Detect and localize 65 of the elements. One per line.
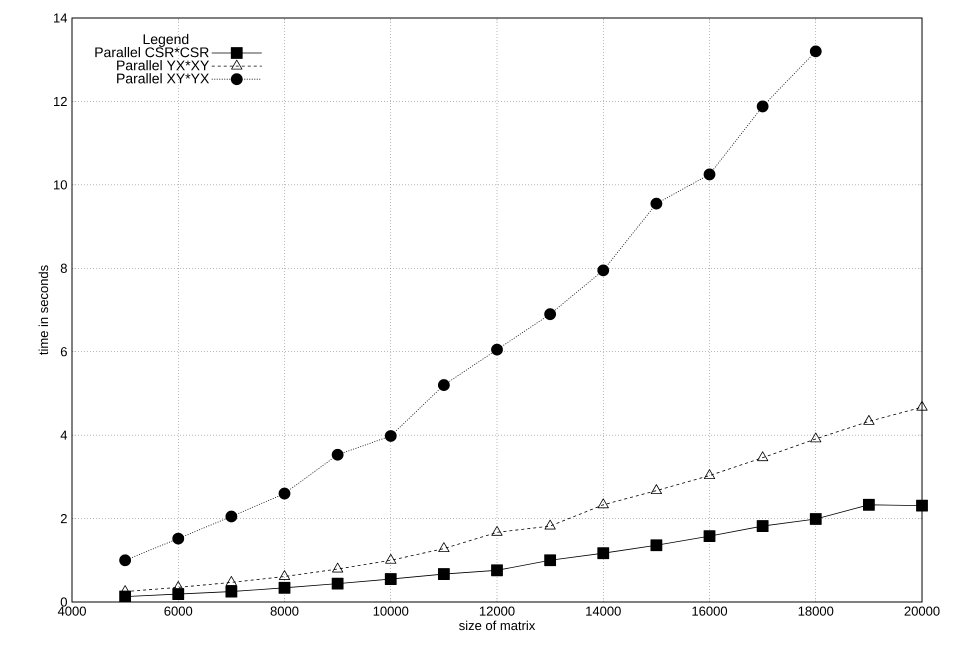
y-tick-label: 10 — [54, 180, 67, 190]
point — [332, 562, 344, 572]
point — [438, 542, 450, 552]
point — [756, 520, 769, 532]
point — [491, 526, 503, 536]
point — [810, 513, 822, 525]
x-tick-label: 12000 — [480, 606, 515, 616]
point — [756, 100, 769, 112]
point — [385, 554, 396, 564]
point — [863, 414, 874, 425]
point — [916, 500, 928, 512]
point — [332, 578, 344, 590]
x-tick-label: 4000 — [58, 606, 86, 616]
point — [226, 576, 237, 586]
point — [544, 554, 556, 566]
point — [225, 510, 238, 522]
point — [650, 198, 662, 210]
x-tick-label: 14000 — [586, 606, 621, 616]
point — [119, 554, 132, 566]
y-axis-title: time in seconds — [38, 265, 48, 355]
point — [704, 530, 716, 542]
point — [544, 520, 556, 530]
y-tick-label: 14 — [54, 14, 68, 22]
x-tick-label: 20000 — [904, 606, 940, 616]
point — [172, 532, 184, 544]
legend-label: Parallel YX*XY — [117, 60, 210, 70]
point — [810, 432, 822, 442]
point — [597, 547, 610, 560]
point — [598, 498, 609, 508]
x-tick-label: 16000 — [692, 606, 728, 616]
point — [597, 264, 610, 276]
y-tick-label: 6 — [60, 347, 67, 356]
point — [278, 582, 290, 594]
point — [225, 586, 238, 598]
y-tick-label: 8 — [60, 264, 67, 273]
point — [704, 469, 716, 480]
legend-title: Legend — [144, 34, 188, 47]
x-tick-label: 8000 — [270, 606, 298, 616]
y-tick-label: 12 — [54, 96, 67, 106]
legend-label: Parallel CSR*CSR — [95, 46, 209, 58]
point — [384, 573, 397, 585]
point — [384, 430, 397, 442]
legend-label: Parallel XY*YX — [117, 73, 210, 84]
x-tick-label: 18000 — [798, 606, 834, 616]
x-tick-label: 6000 — [164, 606, 192, 616]
y-tick-label: 2 — [60, 514, 67, 524]
point — [650, 539, 662, 552]
y-tick-label: 4 — [60, 430, 68, 440]
x-axis-title: size of matrix — [459, 620, 536, 630]
point — [862, 498, 875, 511]
point — [491, 344, 503, 356]
point — [438, 379, 450, 391]
x-tick-label: 10000 — [374, 606, 408, 616]
point — [278, 488, 290, 500]
point — [916, 400, 928, 411]
point — [810, 45, 822, 58]
point — [278, 570, 290, 580]
point — [491, 564, 503, 576]
point — [650, 484, 662, 494]
point — [544, 308, 556, 320]
point — [757, 451, 768, 462]
point — [704, 168, 716, 180]
point — [332, 448, 344, 461]
point — [438, 568, 450, 580]
y-tick-label: 0 — [60, 597, 67, 607]
